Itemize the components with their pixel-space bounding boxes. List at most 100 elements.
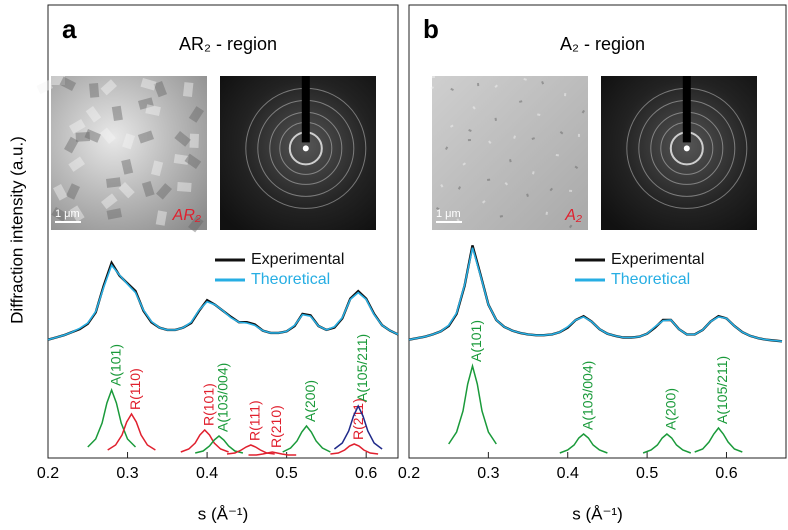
inset-label: AR₂: [172, 207, 201, 224]
micrograph-texture: [450, 87, 454, 92]
micrograph-texture: [153, 80, 168, 98]
micrograph-texture: [183, 82, 194, 97]
micrograph-texture: [84, 129, 101, 143]
micrograph-texture: [63, 136, 79, 154]
y-axis-label: Diffraction intensity (a.u.): [7, 136, 26, 324]
micrograph-texture: [121, 159, 134, 175]
micrograph-texture: [111, 105, 123, 122]
peak-label: A(101): [468, 320, 484, 362]
micrograph-texture: [559, 130, 564, 135]
micrograph-texture: [69, 205, 85, 222]
x-tick-label: 0.3: [477, 465, 499, 482]
legend-label: Theoretical: [611, 271, 690, 288]
micrograph-texture: [440, 183, 444, 188]
x-tick-label: 0.3: [116, 465, 138, 482]
micrograph-texture: [75, 132, 90, 142]
micrograph-texture: [188, 215, 204, 233]
peak-label: A(103/004): [579, 361, 595, 430]
peak-curve: [107, 412, 156, 451]
peak-curve: [559, 433, 608, 454]
peak-label: A(200): [302, 380, 318, 422]
x-axis-label: s (Å⁻¹): [198, 504, 249, 523]
micrograph-texture: [467, 139, 472, 142]
micrograph-texture: [526, 193, 529, 197]
scale-bar-label: 1 μm: [55, 208, 80, 220]
micrograph-texture: [581, 109, 585, 114]
peak-label: R(101): [200, 383, 216, 426]
micrograph-texture: [100, 79, 117, 96]
peak-label: A(200): [663, 388, 679, 430]
micrograph-texture: [487, 178, 491, 181]
micrograph-texture: [532, 171, 535, 175]
micrograph-texture: [477, 82, 480, 87]
peak-label: A(105/211): [714, 356, 730, 424]
micrograph-texture: [122, 133, 135, 150]
micrograph-texture: [155, 210, 168, 226]
micrograph-texture: [513, 135, 516, 139]
micrograph-texture: [537, 113, 541, 117]
panel-letter: a: [62, 14, 77, 44]
micrograph: [432, 76, 588, 230]
legend-label: Experimental: [251, 251, 344, 268]
micrograph-texture: [68, 119, 86, 134]
micrograph-texture: [68, 156, 85, 172]
x-tick-label: 0.4: [557, 465, 579, 482]
micrograph-texture: [105, 177, 121, 188]
micrograph-texture: [156, 183, 173, 200]
x-tick-label: 0.6: [355, 465, 377, 482]
micrograph-texture: [435, 207, 440, 211]
micrograph-texture: [468, 129, 472, 133]
micrograph-texture: [89, 83, 100, 98]
micrograph-texture: [118, 182, 135, 199]
micrograph-texture: [450, 124, 454, 128]
micrograph-texture: [53, 184, 68, 201]
micrograph-texture: [106, 208, 122, 220]
diffraction-pattern: [601, 76, 757, 230]
micrograph-texture: [151, 160, 164, 177]
central-beam: [683, 145, 690, 152]
peak-label: R(110): [127, 368, 143, 410]
legend-label: Experimental: [611, 251, 704, 268]
intensity-curve: [408, 247, 783, 343]
micrograph-texture: [36, 79, 53, 95]
legend-label: Theoretical: [251, 271, 330, 288]
micrograph-texture: [138, 97, 154, 110]
micrograph-texture: [472, 105, 476, 110]
peak-label: A(101): [107, 344, 123, 386]
micrograph-texture: [462, 162, 467, 166]
panel-frame: [47, 4, 399, 459]
panel-title: A₂ - region: [560, 34, 645, 54]
peak-curve: [248, 451, 297, 456]
micrograph-texture: [445, 146, 449, 150]
micrograph-texture: [577, 133, 581, 137]
micrograph-texture: [51, 76, 65, 85]
peak-curve: [180, 428, 229, 453]
micrograph-texture: [184, 153, 202, 170]
peak-curve: [87, 387, 137, 448]
micrograph-texture: [523, 78, 527, 81]
micrograph-texture: [457, 186, 462, 190]
micrograph-texture: [494, 117, 497, 121]
peak-curve: [195, 435, 244, 454]
micrograph-texture: [569, 224, 573, 229]
micrograph-texture: [549, 187, 553, 192]
micrograph-texture: [101, 193, 118, 210]
micrograph-texture: [100, 127, 116, 144]
micrograph-texture: [137, 130, 154, 144]
diffraction-pattern: [220, 76, 376, 230]
micrograph-texture: [488, 140, 492, 145]
peak-label: R(211): [350, 398, 366, 440]
micrograph-texture: [85, 106, 102, 123]
micrograph-texture: [177, 182, 192, 192]
peak-curve: [448, 363, 497, 445]
micrograph-texture: [65, 183, 80, 200]
x-axis-label: s (Å⁻¹): [572, 504, 623, 523]
x-tick-label: 0.5: [636, 465, 658, 482]
peak-label: R(210): [268, 405, 284, 448]
micrograph-texture: [174, 131, 191, 147]
micrograph-texture: [531, 137, 535, 140]
panel-letter: b: [423, 14, 439, 44]
peak-curve: [694, 426, 743, 453]
micrograph-texture: [494, 84, 498, 89]
peak-label: R(111): [247, 400, 263, 441]
